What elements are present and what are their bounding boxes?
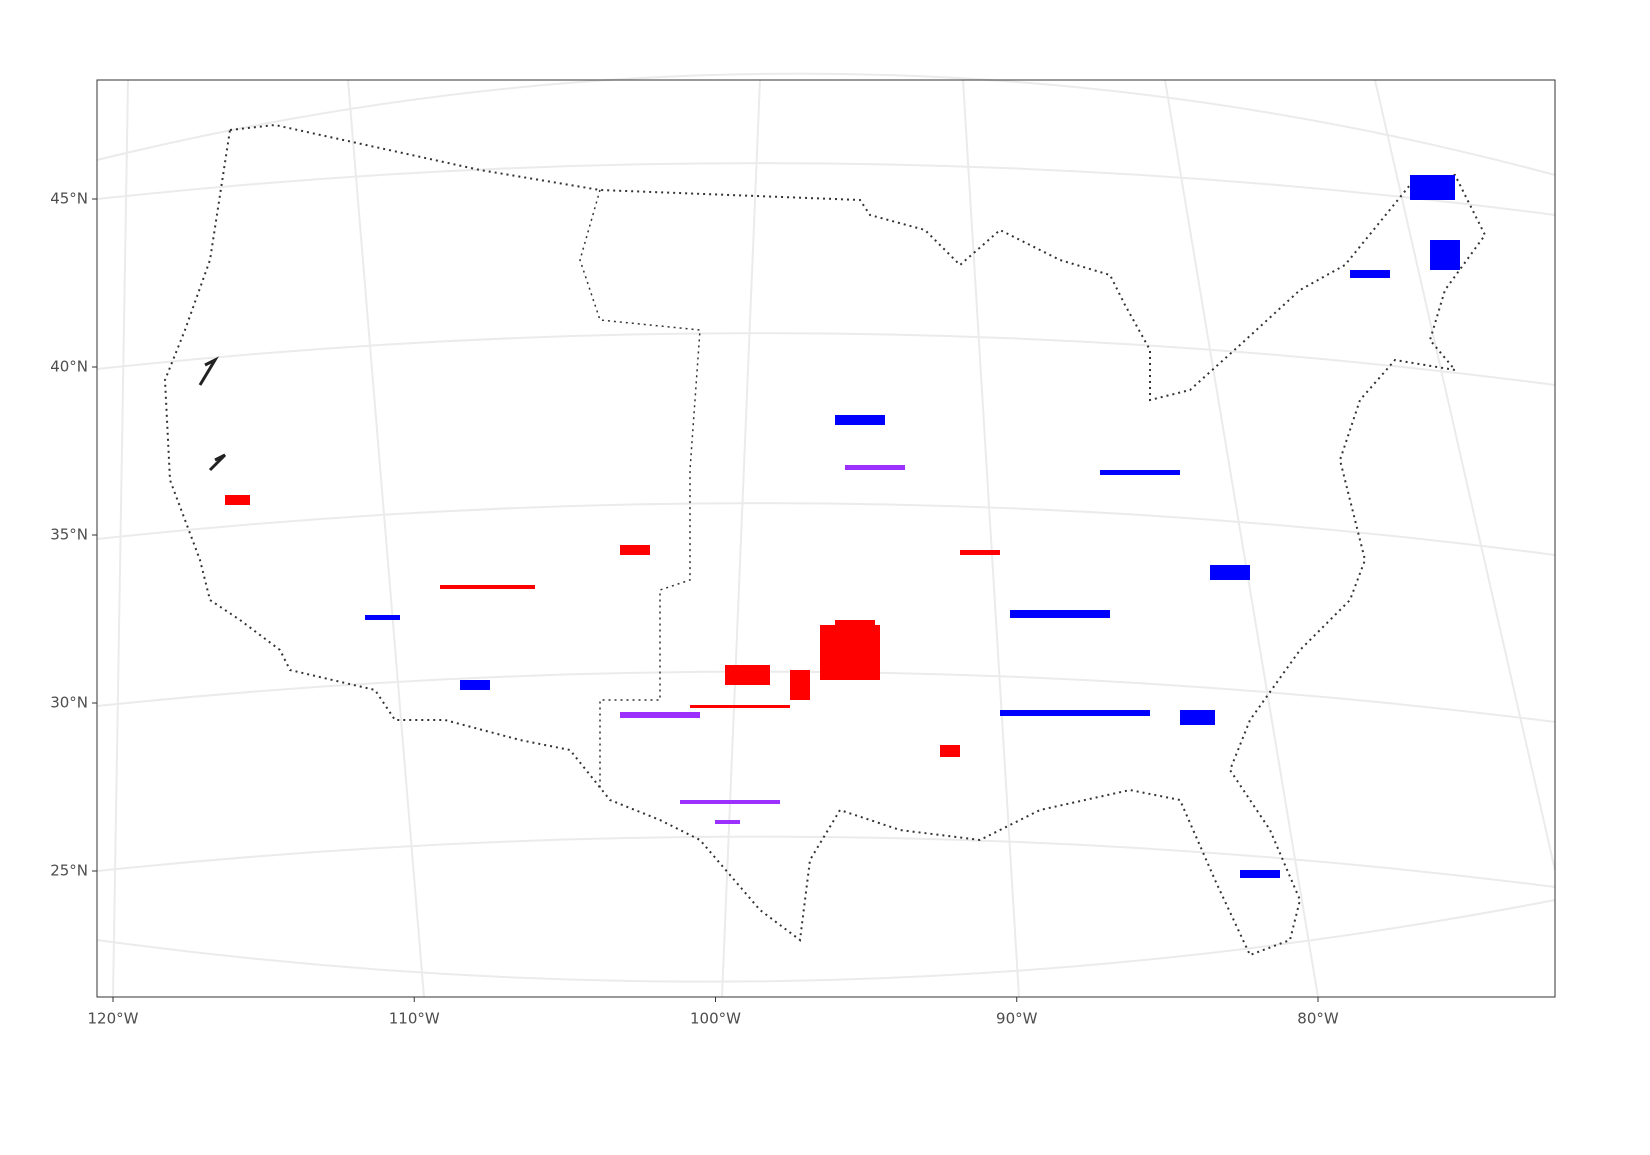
- y-tick-label: 45°N: [50, 190, 88, 208]
- graticule-line: [721, 79, 761, 998]
- graticule-line: [96, 162, 1556, 216]
- blue-cluster: [1240, 870, 1280, 878]
- blue-cluster: [1430, 240, 1460, 270]
- y-tick-label: 40°N: [50, 358, 88, 376]
- graticule-line: [347, 79, 425, 998]
- blue-cluster: [1000, 710, 1150, 716]
- purple-cluster: [680, 800, 780, 804]
- blue-cluster: [1180, 710, 1215, 725]
- purple-cluster: [715, 820, 740, 824]
- x-tick-label: 120°W: [88, 1010, 139, 1028]
- y-tick-label: 30°N: [50, 694, 88, 712]
- blue-cluster: [1350, 270, 1390, 278]
- red-cluster: [960, 550, 1000, 555]
- graticule-line: [96, 72, 1556, 176]
- blue-cluster: [460, 680, 490, 690]
- red-cluster: [790, 670, 810, 700]
- x-tick-label: 100°W: [690, 1010, 741, 1028]
- x-tick-label: 80°W: [1297, 1010, 1339, 1028]
- panel-background: [97, 80, 1555, 997]
- red-cluster: [725, 665, 770, 685]
- blue-cluster: [1410, 175, 1455, 200]
- blue-cluster: [1010, 610, 1110, 618]
- red-cluster: [440, 585, 535, 589]
- x-tick-label: 110°W: [389, 1010, 440, 1028]
- blue-cluster: [835, 415, 885, 425]
- coast-detail: [198, 356, 227, 472]
- graticule-line: [96, 332, 1556, 386]
- y-tick-label: 35°N: [50, 526, 88, 544]
- graticule-line: [96, 835, 1556, 888]
- x-tick-label: 90°W: [996, 1010, 1038, 1028]
- y-tick-label: 25°N: [50, 862, 88, 880]
- red-cluster: [620, 545, 650, 555]
- purple-cluster: [620, 712, 700, 718]
- graticule-line: [96, 899, 1556, 983]
- graticule-line: [1374, 79, 1556, 871]
- graticule-line: [96, 502, 1556, 556]
- panel-border: [96, 79, 1556, 998]
- graticule-line: [1164, 79, 1319, 998]
- red-cluster: [690, 705, 790, 708]
- observations: [225, 175, 1460, 878]
- purple-cluster: [845, 465, 905, 470]
- blue-cluster: [1210, 565, 1250, 580]
- blue-cluster: [365, 615, 400, 620]
- graticule-line: [962, 79, 1020, 998]
- graticule-line: [112, 79, 129, 998]
- red-cluster: [835, 620, 875, 660]
- red-cluster: [225, 495, 250, 505]
- blue-cluster: [1100, 470, 1180, 475]
- red-cluster: [940, 745, 960, 757]
